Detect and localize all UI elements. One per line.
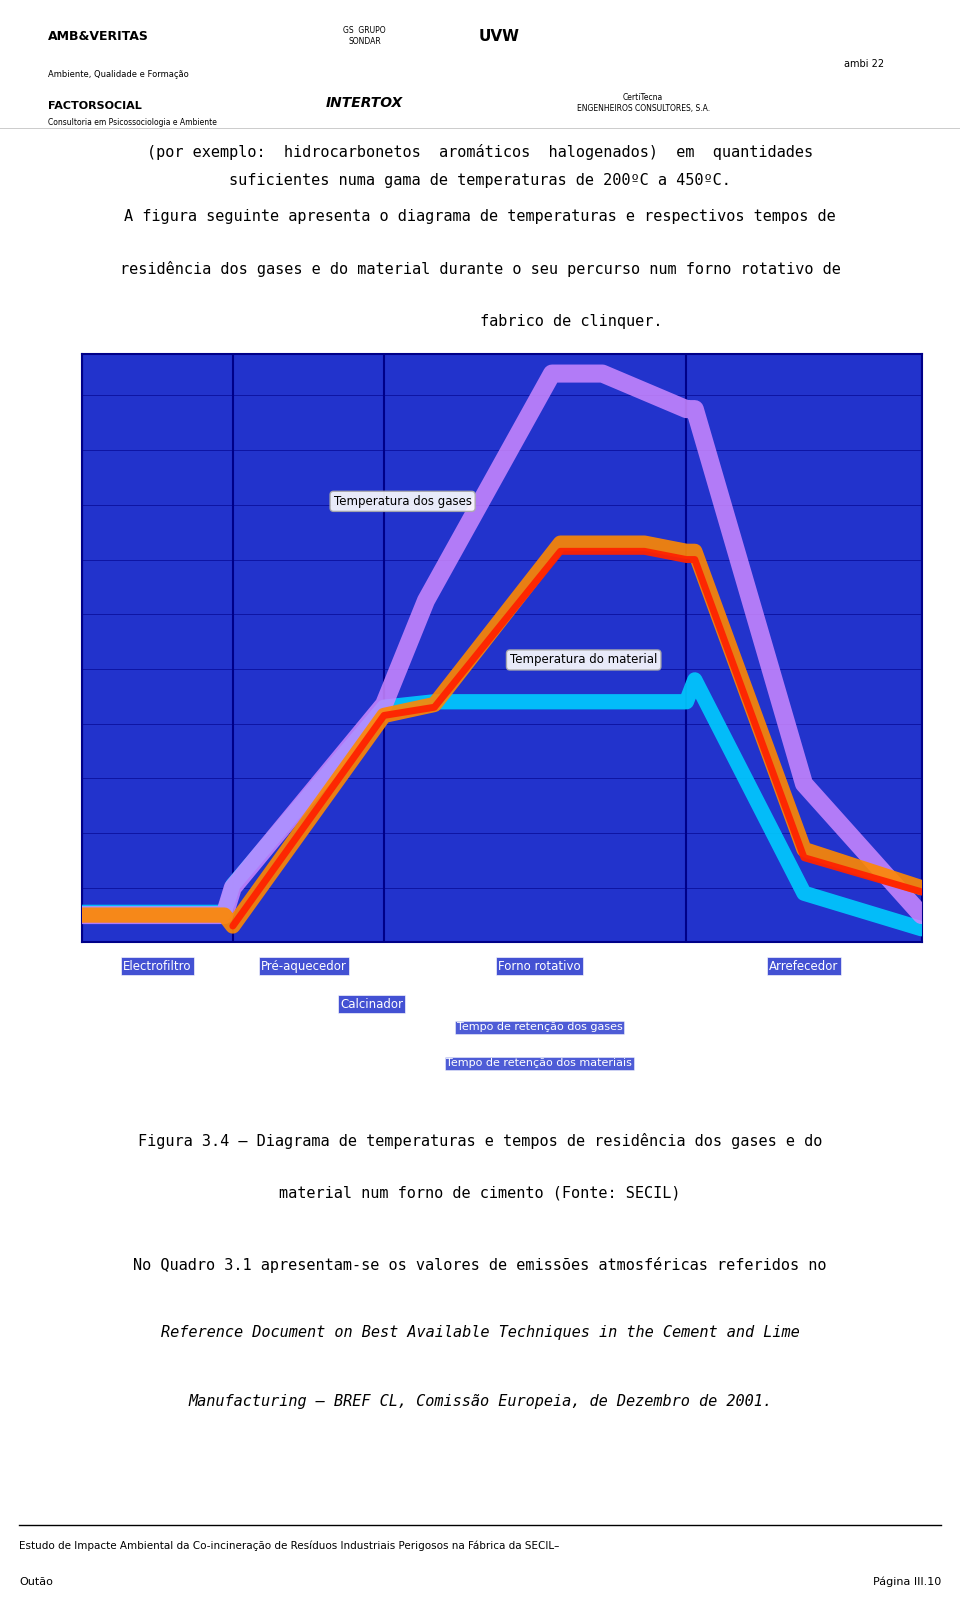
Text: Electrofiltro: Electrofiltro [123, 960, 191, 973]
Text: No Quadro 3.1 apresentam-se os valores de emissões atmosféricas referidos no: No Quadro 3.1 apresentam-se os valores d… [133, 1257, 827, 1273]
Text: Pré-aquecedor: Pré-aquecedor [261, 960, 348, 973]
Text: Página III.10: Página III.10 [873, 1577, 941, 1587]
Text: 3 s.: 3 s. [396, 1060, 415, 1070]
Text: Forno rotativo: Forno rotativo [498, 960, 581, 973]
Text: Estudo de Impacte Ambiental da Co-incineração de Resíduos Industriais Perigosos : Estudo de Impacte Ambiental da Co-incine… [19, 1540, 560, 1551]
Text: ambi 22: ambi 22 [844, 60, 884, 69]
Text: fabrico de clinquer.: fabrico de clinquer. [480, 314, 662, 329]
Text: 30 min.: 30 min. [535, 1078, 577, 1087]
Text: 30 min.: 30 min. [782, 1078, 826, 1087]
Text: Tempo de retenção dos materiais: Tempo de retenção dos materiais [446, 1058, 633, 1068]
Text: (por exemplo:  hidrocarbonetos  aromáticos  halogenados)  em  quantidades: (por exemplo: hidrocarbonetos aromáticos… [147, 143, 813, 159]
Text: Manufacturing – BREF CL, Comissão Europeia, de Dezembro de 2001.: Manufacturing – BREF CL, Comissão Europe… [188, 1394, 772, 1408]
Text: FACTORSOCIAL: FACTORSOCIAL [48, 100, 142, 111]
Text: 10 s.: 10 s. [542, 1060, 569, 1070]
Text: Outão: Outão [19, 1577, 53, 1587]
Text: residência dos gases e do material durante o seu percurso num forno rotativo de: residência dos gases e do material duran… [120, 261, 840, 277]
Y-axis label: Temperatura (ºC): Temperatura (ºC) [32, 598, 44, 699]
Text: Tempo de retenção dos gases: Tempo de retenção dos gases [457, 1021, 622, 1033]
Text: Consultoria em Psicossociologia e Ambiente: Consultoria em Psicossociologia e Ambien… [48, 118, 217, 127]
Text: Figura 3.4 – Diagrama de temperaturas e tempos de residência dos gases e do: Figura 3.4 – Diagrama de temperaturas e … [138, 1133, 822, 1149]
Text: CertiTecna
ENGENHEIROS CONSULTORES, S.A.: CertiTecna ENGENHEIROS CONSULTORES, S.A. [577, 93, 709, 113]
Text: Ambiente, Qualidade e Formação: Ambiente, Qualidade e Formação [48, 71, 189, 79]
Text: UVW: UVW [479, 29, 519, 43]
Text: 10 s.: 10 s. [144, 1060, 171, 1070]
Text: 1 min.: 1 min. [139, 1078, 175, 1087]
Text: 10 s.: 10 s. [295, 1060, 322, 1070]
Text: Calcinador: Calcinador [340, 997, 403, 1010]
Text: material num forno de cimento (Fonte: SECIL): material num forno de cimento (Fonte: SE… [279, 1186, 681, 1200]
Text: Reference Document on Best Available Techniques in the Cement and Lime: Reference Document on Best Available Tec… [160, 1326, 800, 1340]
Text: 1 s.: 1 s. [794, 1060, 814, 1070]
Text: Temperatura do material: Temperatura do material [510, 654, 658, 667]
Text: INTERTOX: INTERTOX [326, 97, 403, 110]
Text: AMB&VERITAS: AMB&VERITAS [48, 29, 149, 42]
Text: Temperatura dos gases: Temperatura dos gases [334, 495, 471, 507]
Text: A figura seguinte apresenta o diagrama de temperaturas e respectivos tempos de: A figura seguinte apresenta o diagrama d… [124, 209, 836, 224]
Text: GS  GRUPO
SONDAR: GS GRUPO SONDAR [344, 26, 386, 45]
Text: Arrefecedor: Arrefecedor [769, 960, 839, 973]
Text: suficientes numa gama de temperaturas de 200ºC a 450ºC.: suficientes numa gama de temperaturas de… [229, 172, 731, 188]
